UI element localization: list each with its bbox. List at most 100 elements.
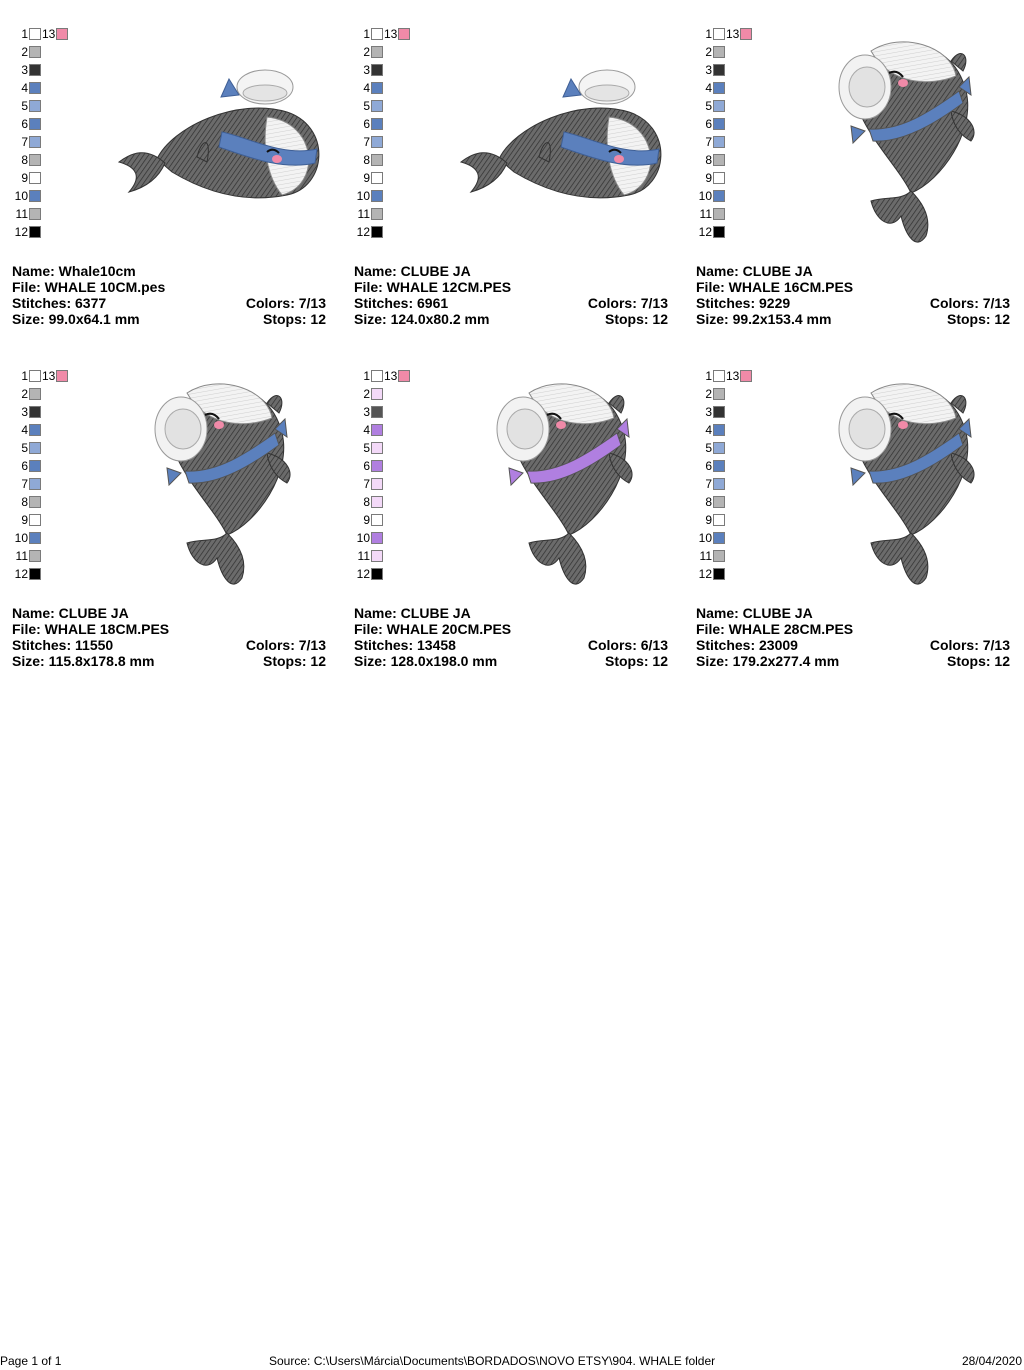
design-name: Name: Whale10cm [12, 263, 136, 279]
color-swatch [29, 550, 41, 562]
file-name: File: WHALE 20CM.PES [354, 621, 512, 637]
color-swatch [713, 118, 725, 130]
color-swatch-row: 3 [354, 405, 383, 419]
swatch-number: 10 [698, 189, 712, 203]
color-swatch-row: 2 [696, 387, 725, 401]
swatch-number: 13 [726, 369, 740, 383]
color-swatch [371, 388, 383, 400]
color-swatch-row: 8 [696, 153, 725, 167]
design-card: 1 2 3 4 5 6 7 8 9 10 11 12 13 Name: Whale10cm File: W… [12, 27, 342, 357]
stitch-count: Stitches: 23009 [696, 637, 798, 653]
design-card: 1 2 3 4 5 6 7 8 9 10 11 12 13 Name: CLUBE JA File: WH… [354, 369, 684, 699]
swatch-number: 10 [14, 189, 28, 203]
stitch-count: Stitches: 11550 [12, 637, 114, 653]
color-swatch-row: 3 [354, 63, 383, 77]
color-swatch [713, 514, 725, 526]
color-swatch-row: 7 [12, 477, 41, 491]
color-swatch [371, 460, 383, 472]
color-swatch-row: 2 [354, 387, 383, 401]
page-indicator: Page 1 of 1 [0, 1354, 62, 1368]
design-info: Name: CLUBE JA File: WHALE 12CM.PES Stitch… [354, 263, 668, 327]
design-card: 1 2 3 4 5 6 7 8 9 10 11 12 13 Name: CLUBE JA File: WH… [12, 369, 342, 699]
color-count: Colors: 6/13 [587, 637, 668, 653]
color-swatch [371, 100, 383, 112]
color-swatch [371, 478, 383, 490]
color-swatch-row: 6 [696, 117, 725, 131]
color-swatch [371, 118, 383, 130]
color-swatch [29, 568, 41, 580]
color-swatch-row: 5 [354, 99, 383, 113]
swatch-number: 2 [363, 45, 370, 59]
color-swatch [713, 568, 725, 580]
color-swatch [29, 28, 41, 40]
color-swatch-row: 13 [724, 369, 753, 383]
color-swatch-row: 12 [696, 567, 725, 581]
color-swatch [713, 100, 725, 112]
color-swatch [371, 532, 383, 544]
color-swatch-row: 4 [12, 423, 41, 437]
color-swatch [371, 370, 383, 382]
color-swatch [713, 478, 725, 490]
swatch-number: 12 [698, 567, 712, 581]
swatch-number: 6 [363, 117, 370, 131]
color-swatch-row: 12 [12, 225, 41, 239]
swatch-number: 7 [21, 135, 28, 149]
color-swatch-row: 5 [696, 441, 725, 455]
swatch-number: 1 [21, 369, 28, 383]
color-swatch-row: 4 [354, 81, 383, 95]
color-swatch [29, 190, 41, 202]
color-swatch-row: 13 [40, 27, 69, 41]
swatch-number: 13 [726, 27, 740, 41]
color-swatch-row: 10 [696, 189, 725, 203]
swatch-number: 10 [698, 531, 712, 545]
swatch-number: 9 [363, 513, 370, 527]
swatch-number: 12 [356, 567, 370, 581]
color-swatch [29, 64, 41, 76]
color-swatch [371, 28, 383, 40]
color-swatch-row: 7 [354, 135, 383, 149]
color-swatch [29, 406, 41, 418]
color-swatch-row: 7 [12, 135, 41, 149]
swatch-number: 10 [14, 531, 28, 545]
swatch-number: 13 [42, 369, 56, 383]
color-swatch-row: 9 [12, 513, 41, 527]
color-swatch [29, 208, 41, 220]
color-swatch [713, 82, 725, 94]
color-swatch [371, 226, 383, 238]
color-swatch [371, 568, 383, 580]
color-swatch [29, 100, 41, 112]
whale-embroidery-image [831, 373, 981, 598]
file-name: File: WHALE 10CM.pes [12, 279, 166, 295]
whale-embroidery-image [831, 31, 981, 256]
color-swatch-row: 6 [354, 117, 383, 131]
color-swatch-row: 4 [696, 81, 725, 95]
color-swatch [371, 64, 383, 76]
color-swatch [371, 406, 383, 418]
color-swatch [371, 442, 383, 454]
color-swatch-row: 9 [12, 171, 41, 185]
swatch-number: 4 [363, 81, 370, 95]
swatch-number: 1 [705, 27, 712, 41]
swatch-number: 3 [705, 405, 712, 419]
stop-count: Stops: 12 [604, 653, 668, 669]
swatch-number: 3 [21, 405, 28, 419]
color-swatch-row: 5 [696, 99, 725, 113]
design-card: 1 2 3 4 5 6 7 8 9 10 11 12 13 Name: CLUBE JA File: WH… [354, 27, 684, 357]
color-swatch-row: 9 [696, 171, 725, 185]
color-swatch [371, 46, 383, 58]
color-swatch-row: 1 [12, 27, 41, 41]
swatch-number: 5 [705, 441, 712, 455]
color-swatch-row: 4 [12, 81, 41, 95]
swatch-number: 5 [21, 99, 28, 113]
design-size: Size: 128.0x198.0 mm [354, 653, 498, 669]
design-size: Size: 179.2x277.4 mm [696, 653, 840, 669]
color-swatch-row: 7 [696, 477, 725, 491]
design-name: Name: CLUBE JA [696, 263, 813, 279]
color-swatch [371, 208, 383, 220]
file-name: File: WHALE 18CM.PES [12, 621, 170, 637]
swatch-number: 10 [356, 189, 370, 203]
design-info: Name: CLUBE JA File: WHALE 18CM.PES Stitch… [12, 605, 326, 669]
swatch-number: 6 [21, 459, 28, 473]
design-name: Name: CLUBE JA [12, 605, 129, 621]
swatch-number: 13 [42, 27, 56, 41]
